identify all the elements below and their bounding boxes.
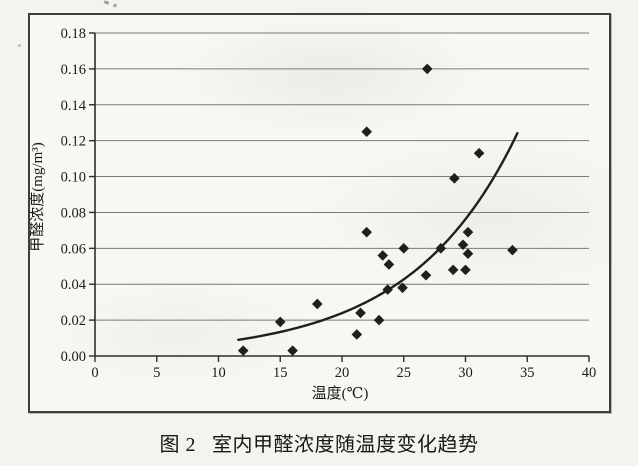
data-point xyxy=(383,259,395,270)
data-point xyxy=(351,329,363,340)
x-tick-label: 35 xyxy=(520,365,535,381)
scan-speckle xyxy=(112,3,118,8)
x-tick-label: 30 xyxy=(458,365,473,381)
x-tick-label: 20 xyxy=(335,365,350,381)
data-point xyxy=(421,63,433,75)
data-point xyxy=(435,243,447,254)
scan-speckle xyxy=(18,44,21,47)
y-tick-label: 0.12 xyxy=(61,134,86,150)
x-tick-label: 40 xyxy=(582,365,597,381)
data-point xyxy=(398,243,410,254)
y-tick-label: 0.00 xyxy=(61,349,86,365)
data-point xyxy=(460,264,471,276)
data-point xyxy=(507,244,518,256)
data-point xyxy=(449,173,460,184)
trend-curve xyxy=(237,131,519,341)
data-point xyxy=(447,264,459,276)
y-tick-label: 0.02 xyxy=(61,313,86,329)
figure-label: 图 2 xyxy=(159,434,196,456)
data-point xyxy=(237,345,249,356)
data-point xyxy=(373,314,385,326)
y-tick-label: 0.14 xyxy=(61,98,87,114)
x-tick-label: 10 xyxy=(211,365,226,381)
y-tick-label: 0.18 xyxy=(61,26,86,42)
data-point xyxy=(462,226,474,238)
y-tick-label: 0.16 xyxy=(61,62,86,78)
x-tick-label: 0 xyxy=(91,365,98,381)
data-point xyxy=(377,250,389,261)
formaldehyde-temperature-scatter-chart: 0.00 0.02 0.04 0.06 0.08 0.10 0.12 0.14 0.16 0.18… xyxy=(30,26,597,402)
data-point xyxy=(361,226,372,238)
y-tick-label: 0.10 xyxy=(61,170,86,186)
data-point xyxy=(287,345,298,356)
data-point xyxy=(274,316,286,328)
y-tick-label: 0.06 xyxy=(61,241,86,257)
data-point xyxy=(397,282,408,294)
data-point xyxy=(420,269,432,281)
data-point xyxy=(473,147,485,159)
data-point xyxy=(382,284,393,295)
data-point xyxy=(355,307,366,319)
x-tick-label: 15 xyxy=(273,365,288,381)
x-tick-label: 5 xyxy=(153,365,160,381)
data-point xyxy=(312,298,323,310)
data-point xyxy=(462,248,474,260)
x-tick-label: 25 xyxy=(397,365,412,381)
y-tick-label: 0.04 xyxy=(61,277,87,293)
scan-speckle xyxy=(103,0,110,5)
y-axis-title: 甲醛浓度(mg/m³) xyxy=(30,142,46,252)
data-point xyxy=(457,239,469,251)
chart-frame: 0.00 0.02 0.04 0.06 0.08 0.10 0.12 0.14 0.16 0.18… xyxy=(28,13,611,413)
x-axis-title: 温度(℃) xyxy=(312,385,369,402)
data-point xyxy=(361,126,372,137)
figure-caption: 图 2 室内甲醛浓度随温度变化趋势 xyxy=(0,428,638,457)
y-tick-label: 0.08 xyxy=(61,205,86,221)
figure-title: 室内甲醛浓度随温度变化趋势 xyxy=(212,434,479,456)
